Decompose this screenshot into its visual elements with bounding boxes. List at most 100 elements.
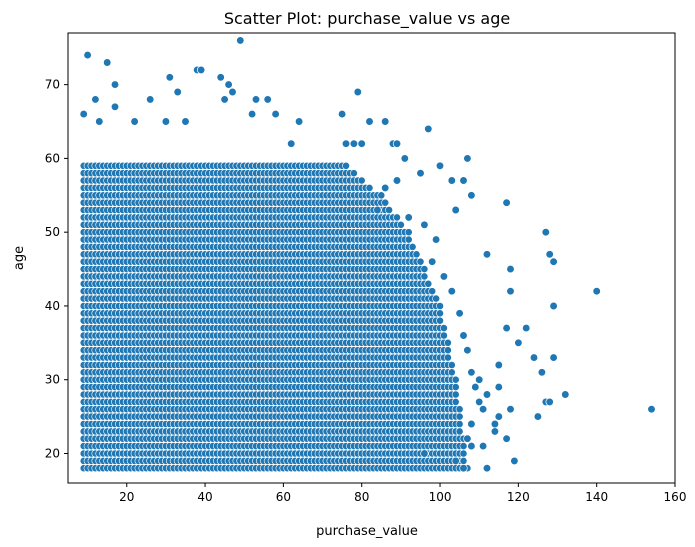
scatter-point bbox=[459, 464, 468, 473]
scatter-point bbox=[236, 36, 245, 45]
scatter-point bbox=[506, 264, 515, 274]
scatter-point bbox=[428, 257, 437, 266]
y-tick-label: 20 bbox=[45, 446, 60, 460]
scatter-point bbox=[549, 301, 558, 311]
scatter-point bbox=[455, 309, 464, 318]
scatter-point bbox=[247, 109, 257, 119]
scatter-point bbox=[287, 139, 296, 148]
scatter-point bbox=[420, 220, 429, 229]
scatter-point bbox=[647, 405, 656, 414]
scatter-point bbox=[181, 117, 190, 126]
cloud-point bbox=[436, 316, 444, 325]
cloud-point bbox=[416, 257, 425, 266]
scatter-point bbox=[514, 338, 523, 347]
scatter-point bbox=[95, 117, 104, 126]
scatter-point bbox=[392, 176, 402, 185]
scatter-point bbox=[263, 95, 272, 104]
scatter-point bbox=[545, 397, 554, 407]
scatter-point bbox=[228, 87, 237, 97]
cloud-point bbox=[459, 449, 468, 458]
scatter-point bbox=[459, 331, 468, 340]
scatter-point bbox=[475, 397, 484, 407]
cloud-point bbox=[381, 198, 390, 207]
scatter-point bbox=[146, 95, 155, 104]
cloud-point bbox=[451, 390, 460, 399]
scatter-point bbox=[424, 124, 433, 134]
scatter-point bbox=[522, 323, 531, 333]
cloud-point bbox=[443, 353, 452, 362]
scatter-point bbox=[392, 139, 402, 148]
scatter-point bbox=[467, 419, 476, 429]
x-tick-label: 20 bbox=[119, 490, 134, 504]
scatter-point bbox=[471, 382, 480, 392]
scatter-point bbox=[431, 235, 441, 244]
scatter-point bbox=[490, 419, 500, 429]
scatter-point bbox=[478, 405, 488, 414]
scatter-point bbox=[463, 346, 472, 355]
scatter-point bbox=[220, 95, 229, 104]
scatter-point bbox=[451, 205, 460, 215]
scatter-point bbox=[482, 390, 492, 399]
cloud-point bbox=[455, 427, 464, 436]
scatter-point bbox=[506, 287, 515, 296]
scatter-point bbox=[337, 109, 347, 119]
y-tick-label: 50 bbox=[45, 225, 60, 239]
scatter-point bbox=[271, 109, 280, 119]
scatter-point bbox=[91, 95, 100, 104]
scatter-point bbox=[294, 117, 304, 126]
cloud-point bbox=[404, 228, 413, 237]
cloud-point bbox=[443, 346, 452, 355]
scatter-point bbox=[224, 80, 233, 89]
scatter-point bbox=[447, 176, 456, 185]
scatter-point bbox=[341, 139, 351, 148]
scatter-point bbox=[549, 353, 558, 362]
scatter-point bbox=[353, 87, 362, 97]
scatter-point bbox=[482, 464, 492, 473]
x-tick-label: 100 bbox=[429, 490, 452, 504]
scatter-point bbox=[467, 191, 476, 200]
cloud-point bbox=[451, 383, 460, 391]
scatter-point bbox=[365, 117, 374, 126]
cloud-point bbox=[436, 309, 444, 318]
scatter-point bbox=[467, 441, 476, 451]
scatter-point bbox=[494, 382, 503, 392]
cloud-point bbox=[420, 272, 429, 281]
cloud-point bbox=[377, 191, 386, 200]
scatter-point bbox=[439, 272, 449, 281]
scatter-point bbox=[494, 412, 503, 421]
cloud-point bbox=[404, 235, 413, 244]
scatter-points bbox=[79, 36, 656, 473]
scatter-point bbox=[373, 205, 382, 215]
cloud-point bbox=[365, 183, 374, 192]
cloud-point bbox=[451, 375, 460, 384]
scatter-point bbox=[404, 213, 413, 222]
y-tick-label: 70 bbox=[45, 78, 60, 92]
cloud-point bbox=[439, 331, 448, 340]
cloud-point bbox=[447, 368, 456, 377]
cloud-point bbox=[408, 242, 417, 251]
scatter-point bbox=[165, 73, 174, 82]
cloud-point bbox=[424, 279, 433, 288]
scatter-point bbox=[435, 161, 445, 170]
scatter-point bbox=[103, 58, 112, 67]
x-tick-label: 40 bbox=[197, 490, 212, 504]
x-tick-label: 140 bbox=[585, 490, 608, 504]
chart-title: Scatter Plot: purchase_value vs age bbox=[224, 9, 510, 29]
scatter-point bbox=[161, 117, 171, 126]
cloud-point bbox=[393, 213, 401, 222]
cloud-point bbox=[385, 206, 393, 214]
y-axis: 20 30 40 50 60 70 bbox=[45, 78, 68, 460]
scatter-point bbox=[400, 154, 409, 163]
cloud-point bbox=[396, 220, 405, 229]
cloud-point bbox=[432, 294, 440, 303]
scatter-point bbox=[79, 109, 88, 119]
scatter-point bbox=[110, 102, 120, 111]
y-tick-label: 30 bbox=[45, 373, 60, 387]
scatter-point bbox=[381, 183, 390, 193]
scatter-point bbox=[110, 80, 120, 89]
y-axis-label: age bbox=[12, 246, 27, 270]
scatter-point bbox=[463, 154, 472, 163]
dense-point-cloud bbox=[79, 161, 472, 473]
x-axis-label: purchase_value bbox=[316, 524, 418, 539]
